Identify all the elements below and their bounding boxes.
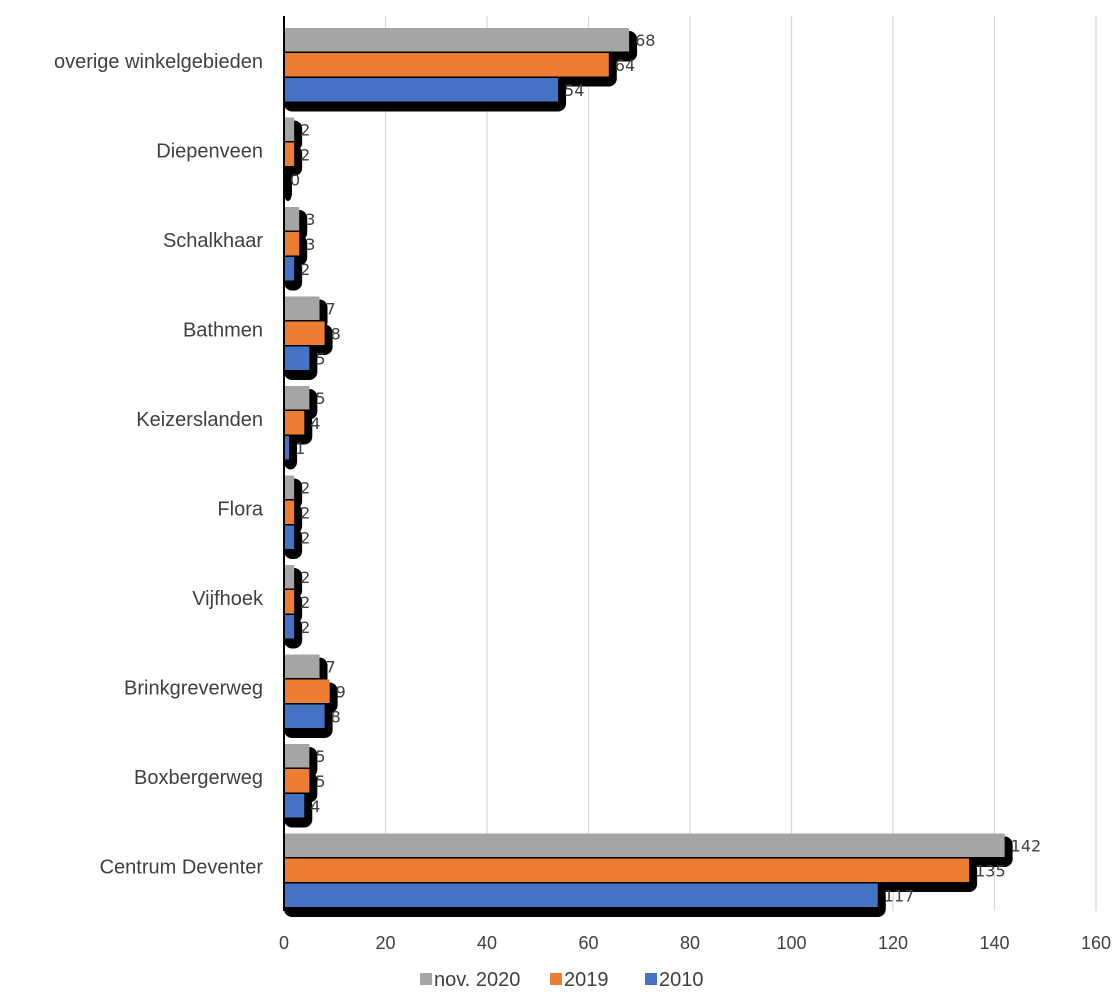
bar-brinkgreverweg-2019	[284, 679, 330, 703]
data-label-flora-2019: 2	[300, 504, 310, 523]
bar-flora-2019	[284, 500, 295, 524]
data-label-boxbergerweg-2019: 5	[315, 772, 325, 791]
data-label-schalkhaar-nov-2020: 3	[305, 210, 315, 229]
bar-bathmen-2019	[284, 321, 325, 345]
bar-bathmen-nov-2020	[284, 296, 320, 320]
bar-diepenveen-nov-2020	[284, 117, 295, 141]
data-label-bathmen-nov-2020: 7	[326, 300, 336, 319]
category-label-schalkhaar: Schalkhaar	[163, 230, 263, 252]
bar-keizerslanden-2019	[284, 411, 305, 435]
data-label-boxbergerweg-nov-2020: 5	[315, 747, 325, 766]
bar-schalkhaar-nov-2020	[284, 207, 300, 231]
x-tick-60: 60	[578, 933, 598, 953]
category-label-centrum-deventer: Centrum Deventer	[100, 856, 264, 878]
data-label-schalkhaar-2019: 3	[305, 235, 315, 254]
bar-boxbergerweg-2019	[284, 769, 310, 793]
data-label-centrum-deventer-2019: 135	[975, 862, 1006, 881]
data-label-brinkgreverweg-nov-2020: 7	[326, 658, 336, 677]
bar-overige-winkelgebieden-2019	[284, 53, 609, 77]
category-label-flora: Flora	[217, 498, 263, 520]
bar-brinkgreverweg-nov-2020	[284, 654, 320, 678]
bar-brinkgreverweg-2010	[284, 704, 325, 728]
legend-swatch-2019	[550, 973, 562, 985]
bar-shadow-diepenveen-2010	[284, 170, 292, 201]
bar-vijfhoek-2019	[284, 590, 295, 614]
data-label-keizerslanden-2019: 4	[310, 414, 320, 433]
bar-boxbergerweg-nov-2020	[284, 744, 310, 768]
legend-label-2010: 2010	[659, 969, 704, 991]
bar-boxbergerweg-2010	[284, 794, 305, 818]
data-label-keizerslanden-2010: 1	[295, 439, 305, 458]
data-label-bathmen-2019: 8	[331, 325, 341, 344]
data-label-overige-winkelgebieden-2010: 54	[564, 81, 584, 100]
bars	[284, 28, 1013, 917]
legend: nov. 2020 2019 2010	[420, 969, 704, 991]
x-tick-0: 0	[279, 933, 289, 953]
x-tick-160: 160	[1081, 933, 1111, 953]
data-label-flora-2010: 2	[300, 529, 310, 548]
data-label-centrum-deventer-2010: 117	[884, 887, 915, 906]
bar-vijfhoek-nov-2020	[284, 565, 295, 589]
bar-vijfhoek-2010	[284, 615, 295, 639]
data-label-schalkhaar-2010: 2	[300, 260, 310, 279]
data-label-diepenveen-2010: 0	[290, 171, 300, 190]
bar-flora-2010	[284, 525, 295, 549]
data-label-diepenveen-2019: 2	[300, 146, 310, 165]
legend-swatch-2010	[645, 973, 657, 985]
bar-centrum-deventer-2010	[284, 883, 878, 907]
category-label-vijfhoek: Vijfhoek	[192, 588, 264, 610]
x-tick-140: 140	[979, 933, 1009, 953]
x-tick-20: 20	[375, 933, 395, 953]
bar-keizerslanden-2010	[284, 436, 290, 460]
category-label-diepenveen: Diepenveen	[156, 140, 263, 162]
data-label-flora-nov-2020: 2	[300, 479, 310, 498]
data-label-brinkgreverweg-2010: 8	[331, 708, 341, 727]
bar-centrum-deventer-2019	[284, 858, 970, 882]
data-label-centrum-deventer-nov-2020: 142	[1011, 837, 1042, 856]
category-label-keizerslanden: Keizerslanden	[136, 409, 263, 431]
gridlines	[384, 16, 1097, 911]
bar-flora-nov-2020	[284, 475, 295, 499]
category-label-brinkgreverweg: Brinkgreverweg	[124, 677, 263, 699]
category-label-overige-winkelgebieden: overige winkelgebieden	[54, 51, 263, 73]
x-tick-80: 80	[680, 933, 700, 953]
data-label-boxbergerweg-2010: 4	[310, 797, 320, 816]
bar-bathmen-2010	[284, 346, 310, 370]
data-label-vijfhoek-2019: 2	[300, 593, 310, 612]
legend-swatch-nov-2020	[420, 973, 432, 985]
x-tick-labels: 0 20 40 60 80 100 120 140 160	[279, 933, 1111, 953]
data-label-diepenveen-nov-2020: 2	[300, 121, 310, 140]
legend-label-2019: 2019	[564, 969, 609, 991]
data-label-overige-winkelgebieden-nov-2020: 68	[635, 31, 655, 50]
data-label-vijfhoek-2010: 2	[300, 618, 310, 637]
bar-centrum-deventer-nov-2020	[284, 833, 1005, 857]
bar-schalkhaar-2010	[284, 257, 295, 281]
bar-overige-winkelgebieden-2010	[284, 78, 559, 102]
data-label-bathmen-2010: 5	[315, 350, 325, 369]
bar-schalkhaar-2019	[284, 232, 300, 256]
x-tick-40: 40	[477, 933, 497, 953]
data-label-overige-winkelgebieden-2019: 64	[615, 56, 635, 75]
data-label-vijfhoek-nov-2020: 2	[300, 568, 310, 587]
legend-label-nov-2020: nov. 2020	[434, 969, 520, 991]
x-tick-120: 120	[878, 933, 908, 953]
category-labels: overige winkelgebieden Diepenveen Schalkha…	[54, 51, 264, 879]
bar-keizerslanden-nov-2020	[284, 386, 310, 410]
x-tick-100: 100	[776, 933, 806, 953]
data-label-brinkgreverweg-2019: 9	[336, 683, 346, 702]
data-label-keizerslanden-nov-2020: 5	[315, 389, 325, 408]
bar-diepenveen-2019	[284, 142, 295, 166]
category-label-boxbergerweg: Boxbergerweg	[134, 767, 263, 789]
category-label-bathmen: Bathmen	[183, 319, 263, 341]
bar-overige-winkelgebieden-nov-2020	[284, 28, 630, 52]
